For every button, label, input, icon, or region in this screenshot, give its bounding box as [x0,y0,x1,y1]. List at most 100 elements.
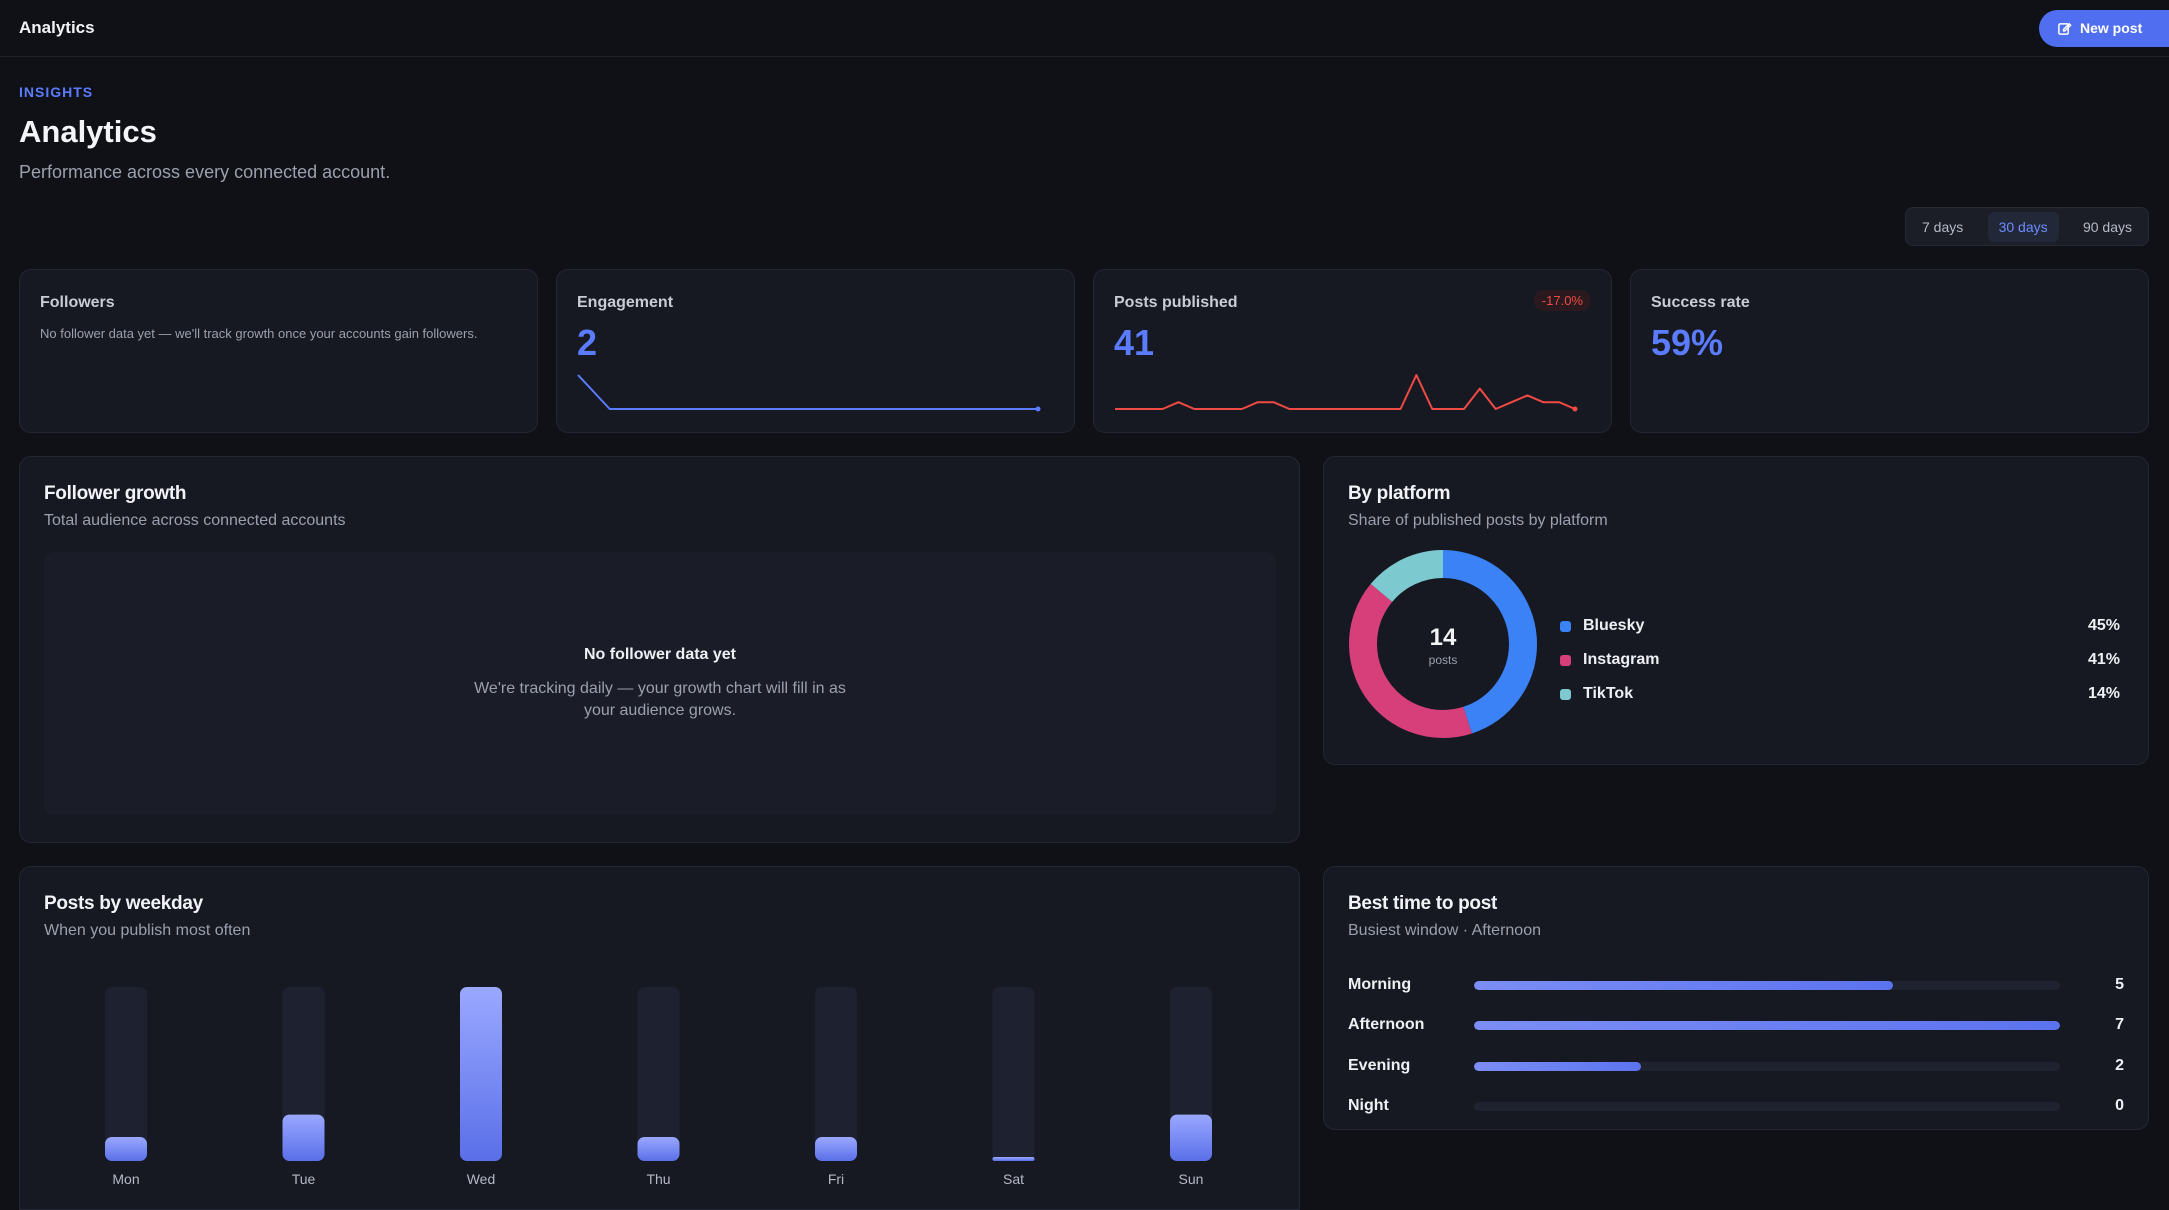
donut-slice-tiktok [1349,550,1537,738]
page-eyebrow: INSIGHTS [19,84,94,100]
new-post-label: New post [2080,20,2143,36]
legend-swatch [1560,688,1571,700]
weekday-label-fri: Fri [828,1171,844,1187]
date-range-selector: 7 days 30 days 90 days [1905,207,2149,246]
legend-pct: 41% [2087,651,2120,668]
legend-name: Instagram [1583,651,1660,668]
top-bar: Analytics New post [0,0,2169,57]
weekday-track-fri [815,987,857,1161]
follower-growth-title: Follower growth [44,483,187,504]
weekday-bar-sun [1170,1114,1212,1161]
posts-published-card: Posts published -17.0% 41 [1093,269,1612,433]
engagement-value: 2 [577,322,598,363]
weekday-title: Posts by weekday [44,893,203,914]
weekday-bar-tue [282,1114,325,1161]
weekday-bar-mon [105,1137,147,1161]
donut-center-label: posts [1429,653,1458,667]
legend-item-tiktok: TikTok 14% [1560,677,2120,711]
legend-item-instagram: Instagram 41% [1560,643,2120,677]
time-row-morning: Morning 5 [1348,973,2124,997]
weekday-bar-wed [460,987,502,1161]
followers-card: Followers No follower data yet — we'll t… [19,269,538,433]
time-label: Evening [1348,1057,1411,1074]
weekday-label-sat: Sat [1003,1171,1024,1187]
empty-state-title: No follower data yet [583,645,737,663]
engagement-sparkline-end-point [1035,406,1041,412]
platform-legend: Bluesky 45% Instagram 41% TikTok 14% [1560,609,2120,711]
followers-note: No follower data yet — we'll track growt… [40,326,478,341]
donut-slice-instagram [1349,550,1537,738]
posts-published-value: 41 [1114,322,1155,363]
weekday-label-sun: Sun [1179,1171,1204,1187]
engagement-card: Engagement 2 [556,269,1075,433]
weekday-label-wed: Wed [467,1171,496,1187]
time-row-evening: Evening 2 [1348,1054,2124,1078]
legend-swatch [1560,620,1571,632]
weekday-track-mon [105,987,147,1161]
time-label: Night [1348,1097,1389,1114]
range-30-days[interactable]: 30 days [1987,211,2059,242]
empty-state-text: We're tracking daily — your growth chart… [474,679,846,719]
by-platform-title: By platform [1348,483,1451,504]
time-track [1474,980,2060,990]
legend-name: TikTok [1583,685,1634,702]
posts-delta-badge: -17.0% [1533,290,1591,311]
new-post-button[interactable]: New post [2039,9,2169,47]
range-90-days[interactable]: 90 days [2072,212,2143,242]
time-count: 2 [2115,1057,2124,1074]
time-fill [1474,980,1893,990]
weekday-label-thu: Thu [646,1171,670,1187]
weekday-bar-sat [992,1157,1035,1161]
weekday-bar-fri [815,1137,857,1161]
time-track [1474,1101,2060,1111]
time-fill [1474,1061,1642,1071]
time-label: Afternoon [1348,1016,1425,1033]
time-count: 0 [2115,1097,2124,1114]
posts-by-weekday-card: Posts by weekday When you publish most o… [19,866,1300,1210]
follower-growth-subtitle: Total audience across connected accounts [44,512,346,529]
weekday-bar-thu [637,1137,680,1161]
follower-growth-empty-state: No follower data yet We're tracking dail… [44,552,1276,815]
by-platform-subtitle: Share of published posts by platform [1348,512,1608,529]
success-rate-value: 59% [1651,322,1724,363]
edit-icon [2058,22,2072,35]
weekday-track-thu [637,987,680,1161]
time-label: Morning [1348,976,1412,993]
time-count: 5 [2115,976,2124,993]
time-row-afternoon: Afternoon 7 [1348,1013,2124,1037]
by-platform-card: By platform Share of published posts by … [1323,456,2149,765]
legend-item-bluesky: Bluesky 45% [1560,609,2120,643]
weekday-track-sat [992,987,1035,1161]
time-track [1474,1061,2060,1071]
page-title: Analytics [19,114,157,149]
page-header: INSIGHTS Analytics Performance across ev… [19,84,390,183]
legend-name: Bluesky [1583,617,1645,634]
time-track [1474,1020,2060,1030]
follower-growth-card: Follower growth Total audience across co… [19,456,1300,843]
posts-sparkline-end-point [1572,406,1578,412]
engagement-sparkline-line [577,374,1038,410]
posts-sparkline [1115,374,1578,412]
followers-label: Followers [40,294,115,311]
time-count: 7 [2115,1016,2124,1033]
weekday-bar-chart: Mon Tue Wed Thu Fri Sat Sun [105,987,1212,1187]
best-time-card: Best time to post Busiest window · After… [1323,866,2149,1130]
success-rate-label: Success rate [1651,294,1750,311]
time-fill [1474,1020,2060,1030]
page-subtitle: Performance across every connected accou… [19,162,391,182]
legend-swatch [1560,654,1571,666]
legend-pct: 45% [2087,617,2120,634]
best-time-title: Best time to post [1348,893,1498,914]
engagement-label: Engagement [577,294,674,311]
range-7-days[interactable]: 7 days [1911,212,1974,242]
time-row-night: Night 0 [1348,1094,2124,1118]
success-rate-card: Success rate 59% [1630,269,2149,433]
topbar-title: Analytics [19,18,95,37]
weekday-label-tue: Tue [292,1171,316,1187]
legend-pct: 14% [2087,685,2120,702]
engagement-sparkline [577,374,1041,412]
donut-center-value: 14 [1430,624,1457,651]
weekday-label-mon: Mon [112,1171,139,1187]
best-time-subtitle: Busiest window · Afternoon [1348,922,1541,939]
posts-sparkline-line [1115,374,1576,410]
